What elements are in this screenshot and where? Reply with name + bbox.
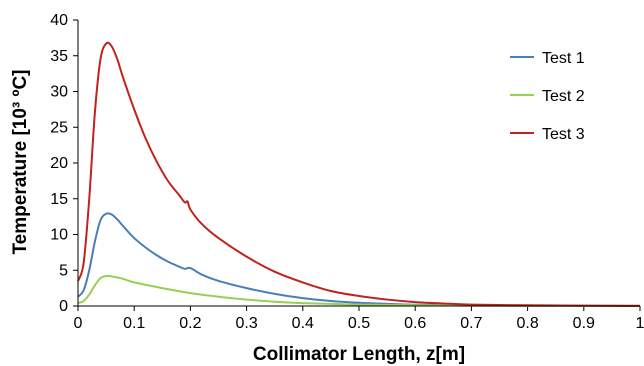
x-tick-label: 0.3 (235, 315, 257, 332)
y-tick-label: 10 (50, 227, 68, 244)
y-axis-title: Temperature [10³ ºC] (10, 69, 31, 254)
legend-label-2: Test 2 (542, 88, 585, 105)
x-axis-ticks: 0 0.1 0.2 0.3 0.4 0.5 0.6 0.7 0.8 0.9 1 (74, 306, 644, 332)
x-tick-label: 0.6 (404, 315, 426, 332)
y-tick-label: 25 (50, 119, 68, 136)
legend: Test 1 Test 2 Test 3 (510, 50, 585, 143)
x-tick-label: 0.9 (573, 315, 595, 332)
y-tick-label: 40 (50, 12, 68, 29)
y-tick-label: 35 (50, 48, 68, 65)
y-tick-label: 20 (50, 155, 68, 172)
x-tick-label: 0 (74, 315, 83, 332)
x-tick-label: 1 (636, 315, 644, 332)
x-axis-title: Collimator Length, z[m] (253, 344, 465, 365)
y-tick-label: 30 (50, 84, 68, 101)
y-tick-label: 15 (50, 191, 68, 208)
series-line-1 (77, 212, 641, 307)
x-tick-label: 0.4 (292, 315, 314, 332)
series-line-3 (77, 41, 641, 307)
x-tick-label: 0.5 (348, 315, 370, 332)
x-tick-label: 0.8 (516, 315, 538, 332)
x-tick-label: 0.1 (123, 315, 145, 332)
x-tick-label: 0.2 (179, 315, 201, 332)
y-tick-label: 5 (59, 262, 68, 279)
legend-label-1: Test 1 (542, 50, 585, 67)
legend-label-3: Test 3 (542, 126, 585, 143)
y-axis-ticks: 0 5 10 15 20 25 30 35 40 (50, 12, 78, 315)
series-line-2 (77, 274, 641, 307)
x-tick-label: 0.7 (460, 315, 482, 332)
series-layer (77, 41, 641, 307)
y-tick-label: 0 (59, 298, 68, 315)
